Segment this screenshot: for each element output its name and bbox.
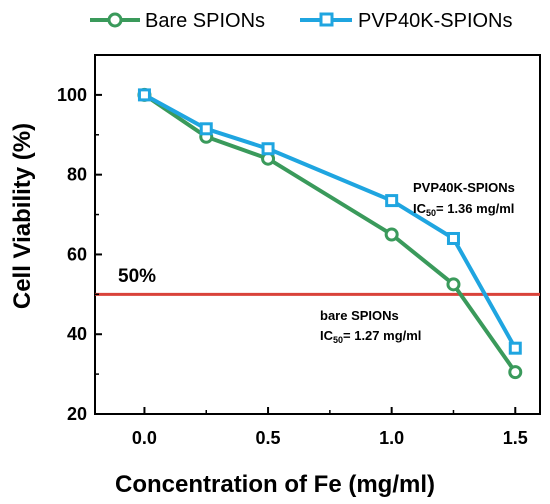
- series-group: [137, 87, 523, 380]
- legend-label-bare: Bare SPIONs: [145, 10, 265, 32]
- plot-area: [94, 54, 541, 415]
- y-tick-label: 80: [67, 165, 87, 185]
- annotation-bare-ic-main: IC: [320, 328, 334, 343]
- x-tick-label: 0.0: [132, 428, 157, 448]
- data-point-0: [508, 365, 523, 380]
- data-point-1: [446, 231, 460, 245]
- legend-label-pvp: PVP40K-SPIONs: [358, 10, 513, 32]
- annotation-pvp-ic-sub: 50: [426, 208, 436, 218]
- data-point-1: [137, 88, 151, 102]
- legend-marker-pvp: [319, 12, 334, 27]
- annotation-pvp-ic-value: = 1.36 mg/ml: [436, 201, 514, 216]
- legend-marker-bare: [107, 12, 123, 28]
- annotation-pvp-ic: IC50= 1.36 mg/ml: [413, 201, 514, 218]
- data-point-1: [385, 194, 399, 208]
- y-tick-label: 20: [67, 404, 87, 424]
- y-tick-label: 60: [67, 244, 87, 264]
- annotation-bare-title: bare SPIONs: [320, 308, 399, 323]
- y-axis-title: Cell Viability (%): [9, 123, 36, 309]
- annotation-bare-ic-value: = 1.27 mg/ml: [343, 328, 421, 343]
- data-point-1: [261, 142, 275, 156]
- series-line-1: [143, 93, 518, 350]
- y-tick-label: 40: [67, 324, 87, 344]
- series-line-0: [143, 93, 517, 374]
- annotation-bare-ic: IC50= 1.27 mg/ml: [320, 328, 421, 345]
- x-tick-label: 1.0: [379, 428, 404, 448]
- annotation-pvp-title: PVP40K-SPIONs: [413, 180, 515, 195]
- annotation-bare-ic-sub: 50: [333, 335, 343, 345]
- x-tick-label: 0.5: [256, 428, 281, 448]
- plot-frame: [94, 54, 541, 415]
- y-tick-label: 100: [57, 85, 87, 105]
- axis-ticks: 20 40 60 80 100 0.0 0.5 1.0 1.5: [57, 54, 528, 448]
- x-axis-title: Concentration of Fe (mg/ml): [115, 471, 435, 498]
- annotation-bare: bare SPIONs IC50= 1.27 mg/ml: [320, 308, 421, 345]
- annotation-pvp: PVP40K-SPIONs IC50= 1.36 mg/ml: [413, 180, 515, 218]
- data-point-0: [384, 227, 399, 242]
- reference-line-label: 50%: [118, 266, 156, 287]
- data-point-0: [446, 277, 461, 292]
- x-tick-label: 1.5: [503, 428, 528, 448]
- data-point-1: [508, 341, 522, 355]
- legend: Bare SPIONs PVP40K-SPIONs: [90, 10, 513, 32]
- data-point-1: [199, 122, 213, 136]
- annotation-pvp-ic-main: IC: [413, 201, 427, 216]
